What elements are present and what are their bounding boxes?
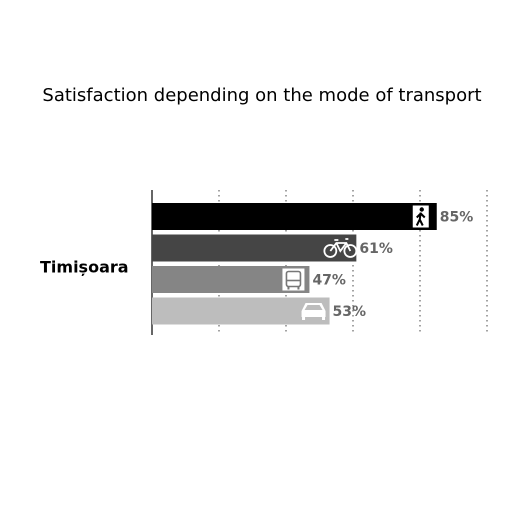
value-label: 53% bbox=[333, 304, 367, 320]
value-label: 61% bbox=[359, 241, 393, 257]
icon bbox=[301, 303, 326, 320]
bar bbox=[152, 203, 437, 230]
bar bbox=[152, 297, 330, 325]
icon-part bbox=[329, 238, 352, 253]
chart-title: Satisfaction depending on the mode of tr… bbox=[42, 85, 481, 106]
category-label: Timișoara bbox=[40, 258, 129, 277]
icon bbox=[282, 268, 305, 291]
icon-part bbox=[415, 212, 426, 226]
icon-part bbox=[302, 317, 326, 320]
icon bbox=[412, 205, 429, 228]
icon-part bbox=[287, 286, 300, 290]
icon-part bbox=[343, 244, 358, 258]
icon-bg bbox=[282, 268, 305, 291]
icon-part bbox=[285, 270, 302, 288]
icon-part bbox=[301, 303, 326, 317]
icon-part bbox=[323, 244, 338, 258]
value-label: 85% bbox=[440, 210, 474, 226]
value-label: 47% bbox=[312, 273, 346, 289]
icon-part bbox=[419, 207, 424, 212]
bar bbox=[152, 234, 357, 262]
icon bbox=[323, 238, 358, 258]
